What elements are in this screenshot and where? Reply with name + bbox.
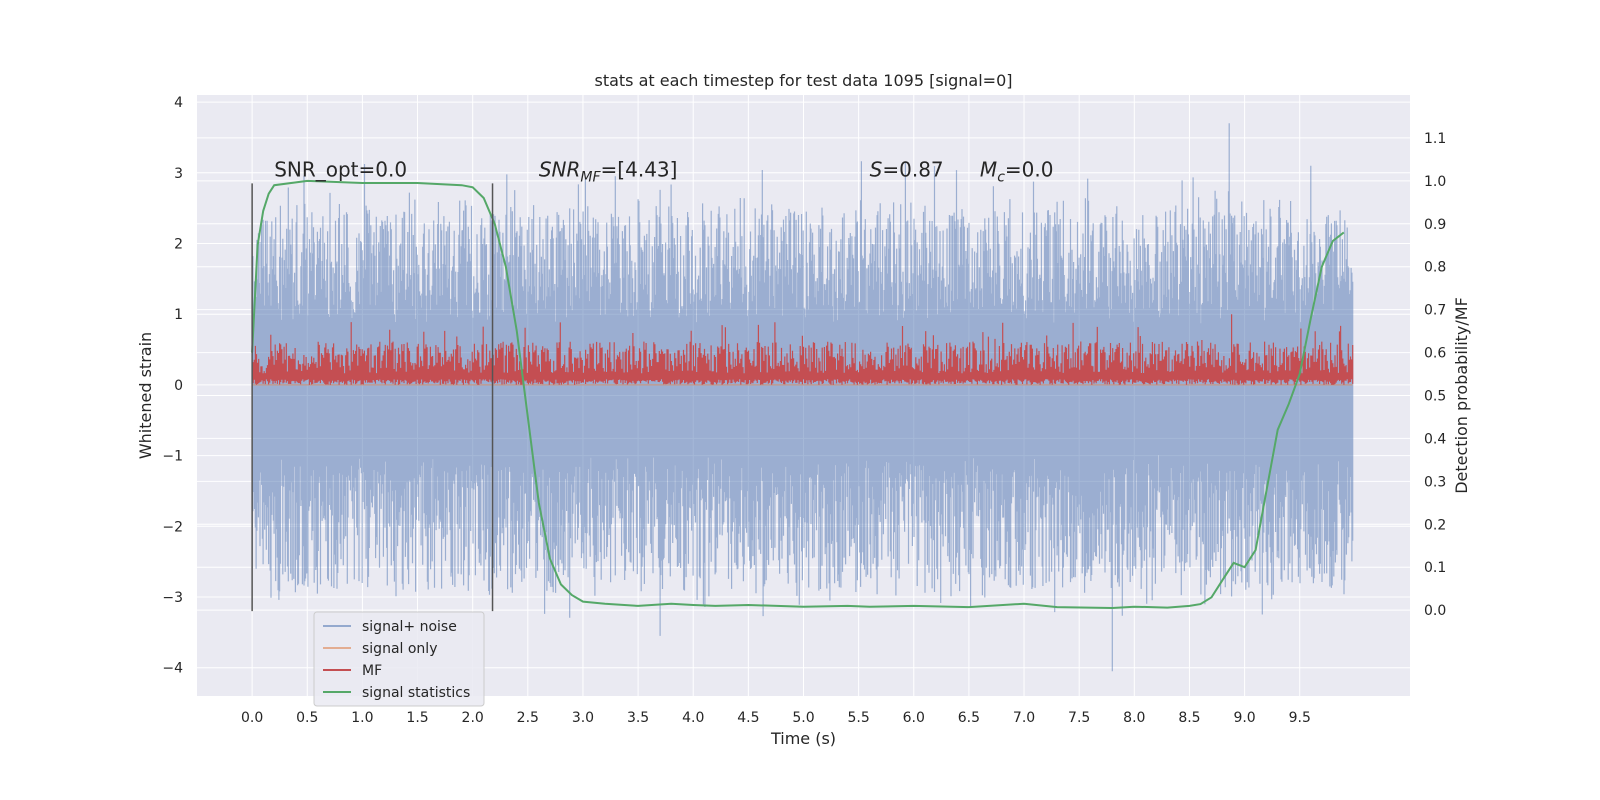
x-tick-label: 0.5 — [296, 710, 318, 726]
y-right-tick-label: 0.9 — [1424, 217, 1446, 233]
legend-label: signal only — [362, 641, 437, 657]
y-right-tick-label: 0.1 — [1424, 560, 1446, 576]
y-left-tick-label: −2 — [162, 519, 183, 535]
y-right-tick-label: 0.0 — [1424, 603, 1446, 619]
x-tick-label: 2.0 — [462, 710, 484, 726]
y-left-tick-label: −1 — [162, 449, 183, 465]
x-tick-label: 9.0 — [1233, 710, 1255, 726]
annotation-text: SNRMF=[4.43] — [539, 157, 678, 185]
y-left-tick-label: 3 — [174, 166, 183, 182]
annotation-part: =0.0 — [1005, 157, 1054, 181]
x-tick-label: 5.5 — [848, 710, 870, 726]
x-tick-label: 4.5 — [737, 710, 759, 726]
annotations: SNR_opt=0.0 SNRMF=[4.43] S=0.87 Mc=0.0 — [274, 157, 1053, 185]
annotation-part: =0.87 — [882, 157, 943, 181]
y-right-tick-label: 0.2 — [1424, 517, 1446, 533]
y-left-tick-label: 1 — [174, 307, 183, 323]
annotation-text: Mc=0.0 — [980, 157, 1054, 185]
y-right-tick-label: 1.1 — [1424, 131, 1446, 147]
legend-box — [313, 611, 485, 707]
annotation-part: c — [997, 169, 1005, 185]
x-tick-label: 3.0 — [572, 710, 594, 726]
annotation-part: M — [980, 157, 997, 181]
x-tick-label: 6.0 — [903, 710, 925, 726]
x-tick-label: 6.5 — [958, 710, 980, 726]
x-axis-label: Time (s) — [770, 729, 836, 748]
x-tick-label: 0.0 — [241, 710, 263, 726]
y-right-tick-label: 0.5 — [1424, 389, 1446, 405]
annotation-text: SNR_opt=0.0 — [274, 157, 407, 181]
x-tick-label: 8.0 — [1123, 710, 1145, 726]
x-tick-label: 1.5 — [406, 710, 428, 726]
legend: signal+ noise signal only MF signal statist… — [313, 611, 485, 707]
x-tick-label: 5.0 — [792, 710, 814, 726]
annotation-part: S — [870, 157, 883, 181]
x-tick-label: 8.5 — [1178, 710, 1200, 726]
y-right-tick-label: 0.6 — [1424, 346, 1446, 362]
y-right-tick-label: 1.0 — [1424, 174, 1446, 190]
chart-title: stats at each timestep for test data 109… — [594, 71, 1012, 90]
y-right-tick-label: 0.3 — [1424, 474, 1446, 490]
annotation-part: MF — [580, 169, 601, 185]
x-tick-label: 9.5 — [1289, 710, 1311, 726]
annotation-part: SNR_opt=0.0 — [274, 157, 407, 181]
legend-label: MF — [362, 663, 382, 679]
annotation-part: SNR — [539, 157, 581, 181]
y-right-tick-label: 0.4 — [1424, 431, 1446, 447]
axes: 0.0 0.5 1.0 1.5 2.0 2.5 3.0 3.5 4.0 4.5 5.0 5.5 6.0 6… — [162, 95, 1446, 726]
annotation-part: =[4.43] — [601, 157, 678, 181]
y-right-tick-label: 0.8 — [1424, 260, 1446, 276]
x-tick-label: 1.0 — [351, 710, 373, 726]
annotation-text: S=0.87 — [870, 157, 944, 181]
y-left-tick-label: 4 — [174, 95, 183, 111]
y-left-tick-label: 2 — [174, 236, 183, 252]
legend-label: signal statistics — [362, 685, 470, 701]
x-tick-label: 7.0 — [1013, 710, 1035, 726]
y-right-tick-label: 0.7 — [1424, 303, 1446, 319]
x-tick-label: 2.5 — [517, 710, 539, 726]
legend-label: signal+ noise — [362, 619, 457, 635]
x-tick-label: 7.5 — [1068, 710, 1090, 726]
y-left-tick-label: −3 — [162, 590, 183, 606]
x-tick-label: 3.5 — [627, 710, 649, 726]
series-layer — [251, 123, 1354, 672]
y-axis-left-label: Whitened strain — [136, 332, 155, 459]
y-axis-right-label: Detection probability/MF — [1452, 297, 1471, 494]
y-left-tick-label: −4 — [162, 661, 183, 677]
x-tick-label: 4.0 — [682, 710, 704, 726]
series-signal-statistics — [251, 179, 1345, 610]
y-left-tick-label: 0 — [174, 378, 183, 394]
